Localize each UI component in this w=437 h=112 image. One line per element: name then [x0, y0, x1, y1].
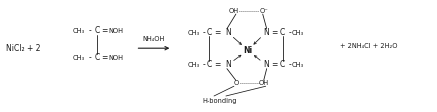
- Text: CH₃: CH₃: [188, 30, 200, 36]
- Text: CH₃: CH₃: [291, 30, 304, 36]
- Text: =: =: [101, 53, 108, 62]
- Text: N: N: [225, 28, 231, 37]
- Text: -: -: [88, 53, 91, 62]
- Text: -: -: [203, 60, 205, 69]
- Text: =: =: [214, 60, 220, 69]
- Text: =: =: [271, 28, 278, 37]
- Text: CH₃: CH₃: [291, 62, 304, 68]
- Text: C: C: [94, 26, 99, 35]
- Text: C: C: [280, 60, 285, 69]
- Text: -: -: [288, 28, 291, 37]
- Text: + 2NH₄Cl + 2H₂O: + 2NH₄Cl + 2H₂O: [340, 43, 398, 49]
- Text: NOH: NOH: [108, 28, 123, 34]
- Text: N: N: [263, 60, 269, 69]
- Text: H-bonding: H-bonding: [203, 98, 237, 104]
- Text: CH₃: CH₃: [188, 62, 200, 68]
- Text: -: -: [203, 28, 205, 37]
- Text: =: =: [214, 28, 220, 37]
- Text: =: =: [271, 60, 278, 69]
- Text: C: C: [206, 60, 212, 69]
- Text: C: C: [206, 28, 212, 37]
- Text: C: C: [94, 53, 99, 62]
- Text: O⁻: O⁻: [259, 8, 268, 14]
- Text: NH₄OH: NH₄OH: [143, 36, 165, 42]
- Text: OH: OH: [229, 8, 239, 14]
- Text: =: =: [101, 26, 108, 35]
- Text: OH: OH: [259, 80, 269, 86]
- Text: CH₃: CH₃: [73, 55, 85, 61]
- Text: -: -: [288, 60, 291, 69]
- Text: NOH: NOH: [108, 55, 123, 61]
- Text: NiCl₂ + 2: NiCl₂ + 2: [7, 44, 41, 53]
- Text: N: N: [225, 60, 231, 69]
- Text: -: -: [88, 26, 91, 35]
- Text: Ni: Ni: [243, 46, 253, 55]
- Text: CH₃: CH₃: [73, 28, 85, 34]
- Text: C: C: [280, 28, 285, 37]
- Text: N: N: [263, 28, 269, 37]
- Text: O: O: [233, 80, 239, 86]
